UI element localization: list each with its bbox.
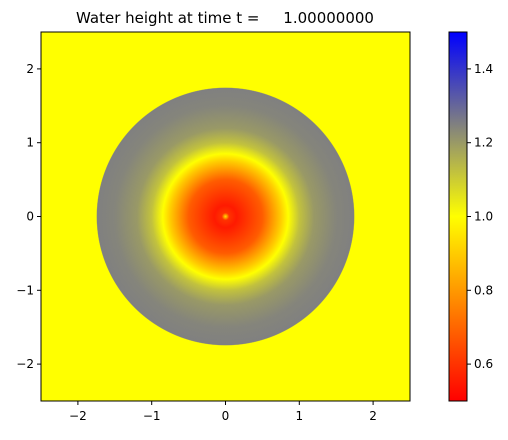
y-tick-label: −1 [16,283,34,297]
heatmap-field [41,32,410,401]
x-tick-label: −2 [69,409,87,423]
colorbar-axis: 0.6 0.8 1.0 1.2 1.4 [467,62,493,371]
y-tick-label: 2 [26,62,34,76]
colorbar-gradient [449,32,467,401]
colorbar-tick-label: 1.4 [474,62,493,76]
colorbar-tick-label: 1.0 [474,210,493,224]
x-tick-label: 0 [222,409,230,423]
y-axis: −2 −1 0 1 2 [16,62,41,371]
colorbar-tick-label: 0.8 [474,283,493,297]
x-tick-label: 1 [295,409,303,423]
chart-title: Water height at time t = 1.00000000 [76,9,374,27]
colorbar-tick-label: 1.2 [474,136,493,150]
wave-disc [96,87,355,346]
colorbar: 0.6 0.8 1.0 1.2 1.4 [448,31,493,402]
colorbar-tick-label: 0.6 [474,357,493,371]
x-tick-label: 2 [369,409,377,423]
y-tick-label: 1 [26,136,34,150]
y-tick-label: 0 [26,210,34,224]
x-axis: −2 −1 0 1 2 [69,401,377,423]
y-tick-label: −2 [16,357,34,371]
x-tick-label: −1 [143,409,161,423]
